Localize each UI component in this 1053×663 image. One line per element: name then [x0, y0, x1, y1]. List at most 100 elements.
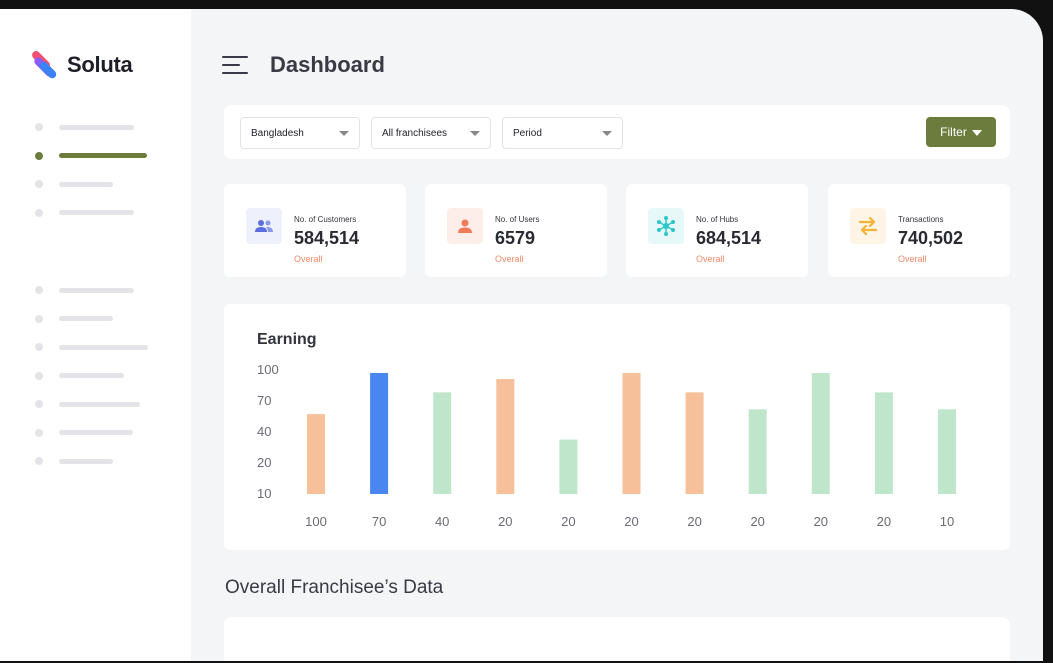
chart-bar[interactable]: [307, 414, 325, 494]
stat-label: No. of Hubs: [696, 215, 739, 224]
nav-label-placeholder: [59, 430, 133, 435]
stat-card-transactions[interactable]: Transactions 740,502 Overall: [828, 184, 1010, 277]
sidebar-nav-item-2[interactable]: [35, 151, 147, 161]
soluta-logo-icon: [31, 49, 61, 81]
sidebar-nav-item-1[interactable]: [35, 122, 134, 132]
nav-label-placeholder: [59, 458, 113, 464]
sidebar-nav-item-3[interactable]: [35, 179, 113, 189]
earning-chart-panel: Earning 100 70 40 20 10 100 70 40 20 20 20 20 20 20 20…: [224, 304, 1010, 550]
chart-bar[interactable]: [874, 392, 893, 494]
sidebar-nav2-item-2[interactable]: [35, 314, 113, 324]
nav-dot-icon: [35, 343, 43, 351]
period-select[interactable]: Period: [502, 117, 623, 149]
nav-dot-icon: [35, 151, 43, 160]
stat-card-users[interactable]: No. of Users 6579 Overall: [425, 184, 607, 277]
nav-dot-icon: [35, 371, 43, 380]
sidebar-nav2-item-1[interactable]: [35, 285, 134, 295]
stat-sub: Overall: [696, 254, 725, 264]
chart-title: Earning: [257, 331, 317, 348]
stat-value: 6579: [495, 228, 536, 248]
nav-dot-icon: [35, 400, 43, 408]
stat-sub: Overall: [495, 254, 524, 264]
x-tick-label: 20: [498, 514, 512, 529]
nav-dot-icon: [35, 180, 43, 188]
section-title: Overall Franchisee’s Data: [225, 577, 444, 598]
filter-bar: Bangladesh All franchisees Period Filter: [224, 105, 1010, 159]
nav-dot-icon: [35, 208, 43, 217]
stat-card-hubs[interactable]: No. of Hubs 684,514 Overall: [626, 184, 808, 277]
y-tick-label: 10: [257, 486, 271, 501]
user-icon: [447, 208, 483, 244]
chevron-down-icon: [470, 131, 480, 136]
nav-label-placeholder: [59, 344, 148, 350]
nav-label-placeholder: [59, 373, 124, 378]
nav-label-placeholder: [59, 210, 134, 215]
nav-label-placeholder: [59, 316, 113, 321]
country-select[interactable]: Bangladesh: [240, 117, 360, 149]
chart-bar[interactable]: [811, 373, 830, 494]
chart-bar[interactable]: [496, 379, 515, 494]
x-tick-label: 70: [372, 514, 386, 529]
stat-sub: Overall: [898, 254, 927, 264]
chart-bar[interactable]: [748, 409, 767, 494]
x-tick-label: 10: [940, 514, 954, 529]
y-tick-label: 70: [257, 393, 271, 408]
nav-label-placeholder: [59, 181, 113, 187]
nav-label-placeholder: [59, 153, 147, 158]
x-tick-label: 20: [814, 514, 828, 529]
y-tick-label: 20: [257, 455, 271, 470]
x-tick-label: 20: [624, 514, 638, 529]
sidebar: Soluta: [0, 9, 191, 661]
chart-bar[interactable]: [938, 409, 956, 494]
chart-bar[interactable]: [559, 439, 578, 494]
nav-dot-icon: [35, 314, 43, 323]
y-tick-label: 40: [257, 424, 271, 439]
chart-bar[interactable]: [685, 392, 704, 494]
stat-label: No. of Customers: [294, 215, 357, 224]
stat-card-customers[interactable]: No. of Customers 584,514 Overall: [224, 184, 406, 277]
sidebar-nav2-item-7[interactable]: [35, 456, 113, 466]
nav-dot-icon: [35, 428, 43, 437]
hamburger-icon[interactable]: [222, 56, 250, 76]
chevron-down-icon: [339, 131, 349, 136]
brand-name: Soluta: [67, 52, 133, 77]
chevron-down-icon: [602, 131, 612, 136]
brand-logo[interactable]: Soluta: [31, 49, 133, 81]
y-tick-label: 100: [257, 362, 279, 377]
sidebar-nav2-item-6[interactable]: [35, 428, 133, 438]
sidebar-nav-item-4[interactable]: [35, 208, 134, 218]
nav-label-placeholder: [59, 401, 140, 407]
nav-dot-icon: [35, 286, 43, 294]
franchisee-data-panel: [224, 617, 1010, 661]
filter-button[interactable]: Filter: [926, 117, 996, 147]
stat-value: 740,502: [898, 228, 964, 248]
users-icon: [246, 208, 282, 244]
swap-arrows-icon: [850, 208, 886, 244]
page-title: Dashboard: [270, 52, 385, 77]
sidebar-nav2-item-4[interactable]: [35, 371, 124, 381]
nav-label-placeholder: [59, 287, 134, 293]
x-tick-label: 20: [561, 514, 575, 529]
chart-bar[interactable]: [370, 373, 389, 494]
sidebar-nav2-item-5[interactable]: [35, 399, 140, 409]
x-tick-label: 20: [877, 514, 891, 529]
country-select-value: Bangladesh: [251, 127, 304, 139]
franchisee-select-value: All franchisees: [382, 127, 448, 139]
stat-value: 684,514: [696, 228, 762, 248]
chart-bar[interactable]: [622, 373, 641, 494]
nav-dot-icon: [35, 457, 43, 465]
x-tick-label: 20: [750, 514, 764, 529]
sidebar-nav2-item-3[interactable]: [35, 342, 148, 352]
franchisee-select[interactable]: All franchisees: [371, 117, 491, 149]
stat-label: Transactions: [898, 215, 944, 224]
chart-bar[interactable]: [433, 392, 452, 494]
period-select-value: Period: [513, 127, 542, 139]
filter-button-label: Filter: [940, 125, 967, 139]
stat-label: No. of Users: [495, 215, 540, 224]
earning-bar-chart: 100 70 40 20 10 100 70 40 20 20 20 20 20 20 20 10: [257, 362, 956, 529]
hub-network-icon: [648, 208, 684, 244]
nav-label-placeholder: [59, 124, 134, 130]
x-tick-label: 40: [435, 514, 449, 529]
app-screen: Soluta Dashboard Bangladesh All franchis…: [0, 9, 1043, 661]
